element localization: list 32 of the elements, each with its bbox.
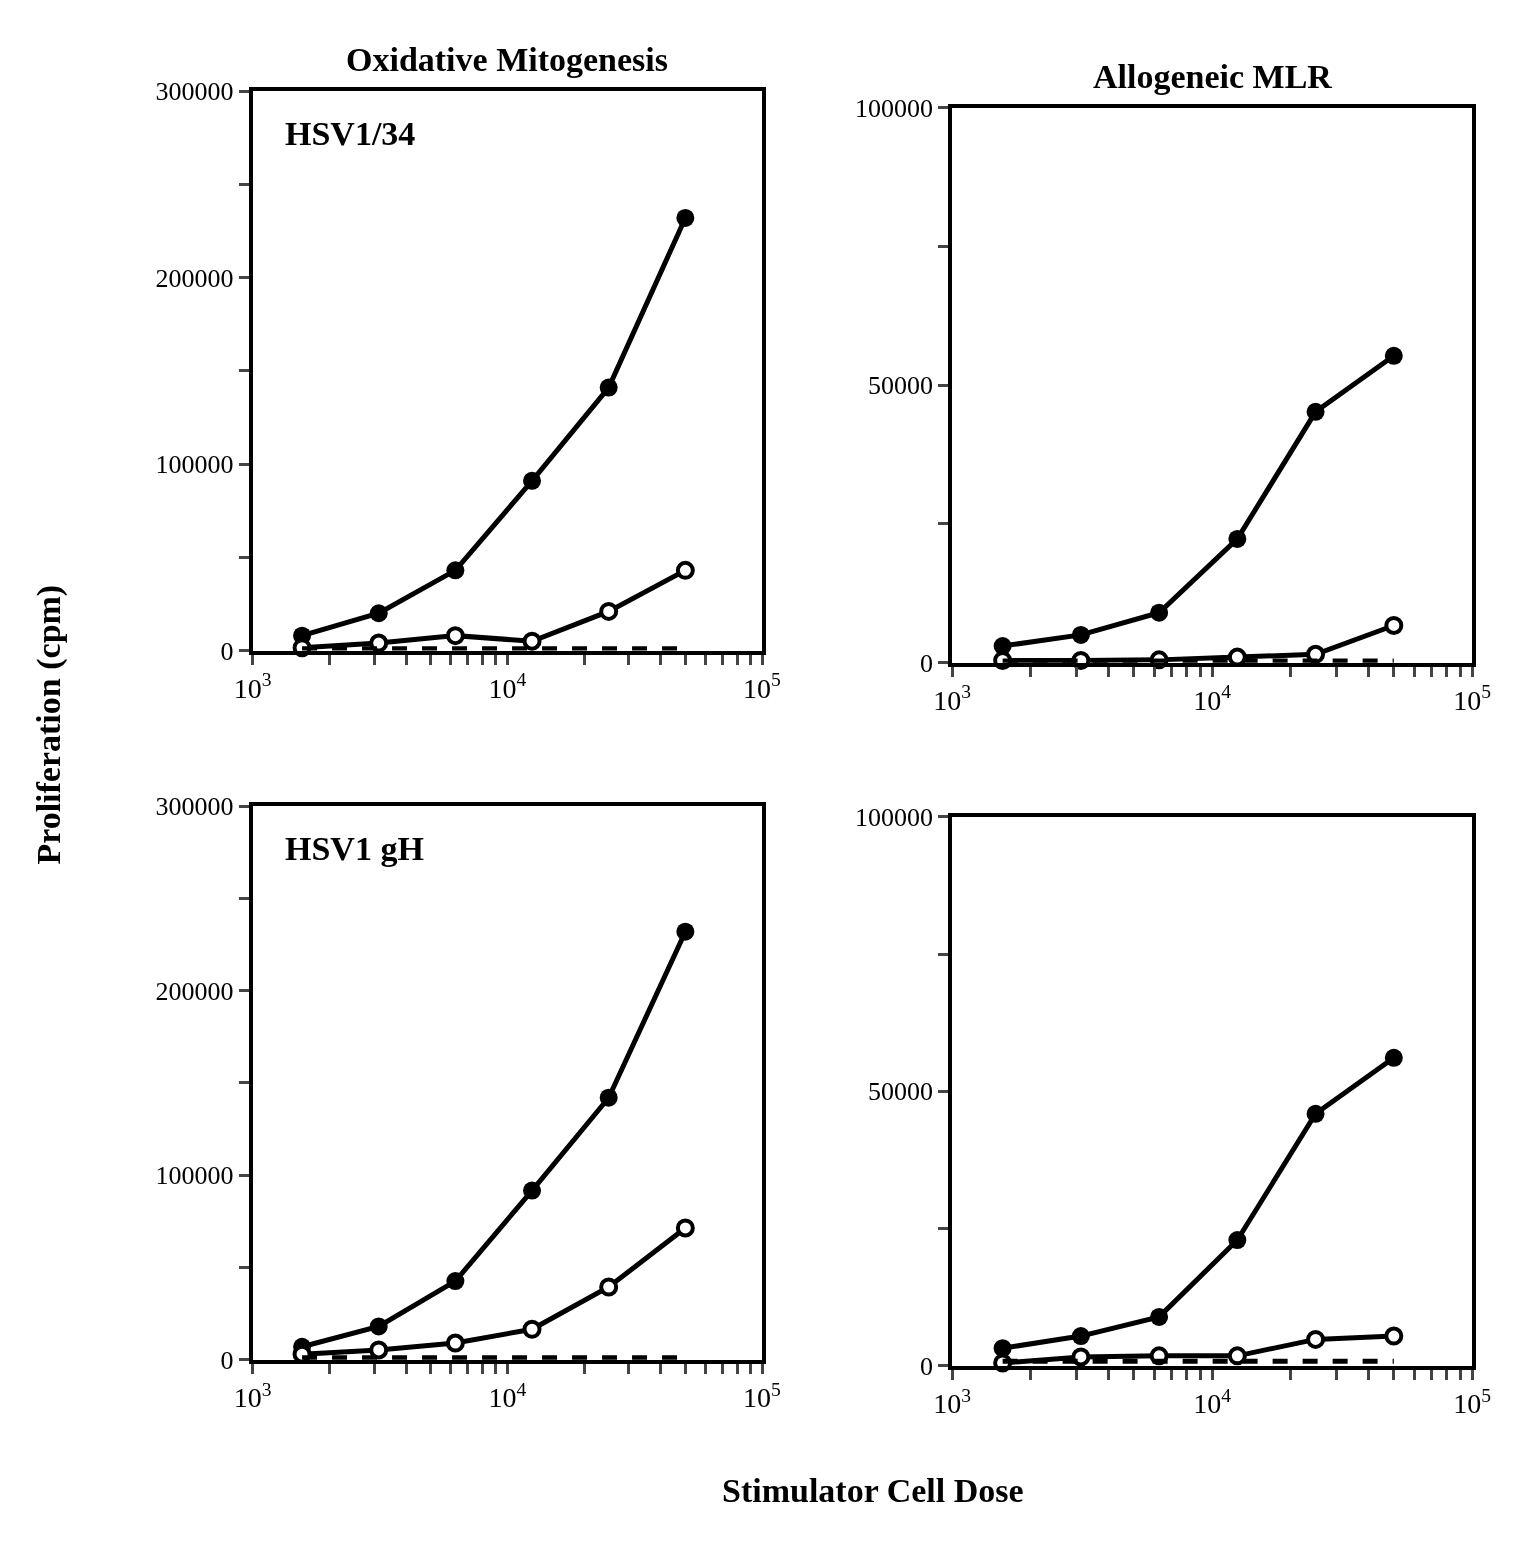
y-tick-label: 100000 xyxy=(155,450,234,480)
y-tick-label: 300000 xyxy=(155,77,234,107)
x-tick-label: 10$^{3}$ xyxy=(233,1378,272,1414)
y-tick-label: 0 xyxy=(220,1345,234,1375)
y-tick-label: 200000 xyxy=(155,976,234,1006)
x-tick-label: 10$^{4}$ xyxy=(488,669,527,705)
x-tick-label: 10$^{3}$ xyxy=(233,669,272,705)
chart-title: Allogeneic MLR xyxy=(1093,58,1333,95)
y-tick-label: 200000 xyxy=(155,263,234,293)
x-tick-label: 10$^{5}$ xyxy=(743,669,782,705)
x-tick-label: 10$^{4}$ xyxy=(1193,1384,1232,1420)
chart-title: Oxidative Mitogenesis xyxy=(346,41,669,78)
y-tick-label: 50000 xyxy=(868,1077,934,1107)
x-axis-title: Stimulator Cell Dose xyxy=(722,1472,1024,1509)
x-tick-label: 10$^{3}$ xyxy=(933,1384,972,1420)
y-tick-label: 50000 xyxy=(868,371,934,401)
y-tick-label: 0 xyxy=(920,1351,934,1381)
y-tick-label: 0 xyxy=(220,636,234,666)
x-tick-label: 10$^{5}$ xyxy=(1453,681,1492,717)
y-tick-label: 100000 xyxy=(855,802,934,832)
x-tick-label: 10$^{5}$ xyxy=(743,1378,782,1414)
y-tick-label: 100000 xyxy=(855,93,934,123)
x-tick-label: 10$^{4}$ xyxy=(1193,681,1232,717)
x-tick-label: 10$^{5}$ xyxy=(1453,1384,1492,1420)
annotation: HSV1 gH xyxy=(285,830,424,867)
y-axis-title: Proliferation (cpm) xyxy=(30,584,69,865)
y-tick-label: 0 xyxy=(920,648,934,678)
annotation: HSV1/34 xyxy=(285,115,416,152)
y-tick-label: 300000 xyxy=(155,792,234,822)
y-tick-label: 100000 xyxy=(155,1161,234,1191)
x-tick-label: 10$^{4}$ xyxy=(488,1378,527,1414)
x-tick-label: 10$^{3}$ xyxy=(933,681,972,717)
